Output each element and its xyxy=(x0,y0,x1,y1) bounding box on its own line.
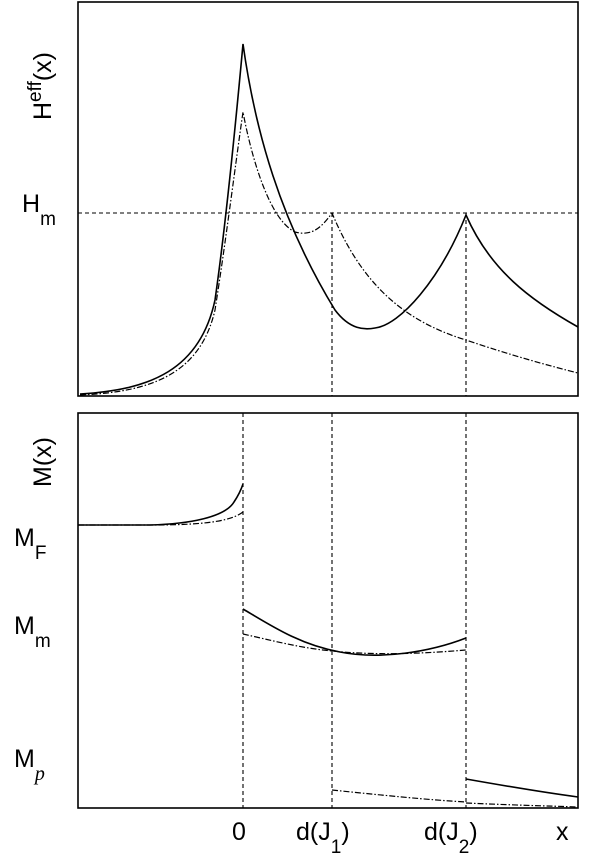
m-dashdot-left xyxy=(78,511,244,526)
heff-dashdot-curve xyxy=(79,111,579,396)
mm-sub: m xyxy=(35,631,51,652)
mf-base: M xyxy=(14,524,35,552)
mp-label: Mp xyxy=(14,745,45,785)
dj2-sub: 2 xyxy=(459,837,470,858)
m-solid-left xyxy=(78,483,244,526)
hm-base: H xyxy=(22,190,40,218)
dj1-prefix: d(J xyxy=(296,818,331,846)
mm-base: M xyxy=(14,612,35,640)
top-y-axis-label: Heff(x) xyxy=(25,52,57,120)
m-solid-middle xyxy=(242,608,467,656)
heff-suffix: (x) xyxy=(29,52,57,81)
x-tick-zero: 0 xyxy=(232,818,246,846)
x-tick-dj1: d(J1) xyxy=(296,818,350,858)
bottom-panel-frame xyxy=(77,412,579,809)
top-panel-frame xyxy=(77,1,579,397)
heff-solid-curve xyxy=(79,43,579,395)
mp-sub: p xyxy=(33,763,45,785)
heff-base: H xyxy=(29,102,57,120)
dj2-prefix: d(J xyxy=(424,818,459,846)
x-axis-label: x xyxy=(556,818,569,846)
hm-label: Hm xyxy=(22,190,56,230)
m-solid-right xyxy=(465,778,579,798)
heff-sup: eff xyxy=(25,80,46,102)
m-dashdot-right xyxy=(465,802,579,808)
dj2-suffix: ) xyxy=(469,818,477,846)
m-dashdot-lower-mid xyxy=(331,789,467,803)
mf-sub: F xyxy=(35,543,47,564)
mm-label: Mm xyxy=(14,612,51,652)
mp-base: M xyxy=(14,745,35,773)
mf-label: MF xyxy=(14,524,46,564)
dj1-sub: 1 xyxy=(331,837,342,858)
hm-sub: m xyxy=(40,209,56,230)
m-dashdot-middle xyxy=(242,633,467,655)
bottom-y-axis-label: M(x) xyxy=(29,437,57,487)
x-tick-dj2: d(J2) xyxy=(424,818,478,858)
dj1-suffix: ) xyxy=(341,818,349,846)
